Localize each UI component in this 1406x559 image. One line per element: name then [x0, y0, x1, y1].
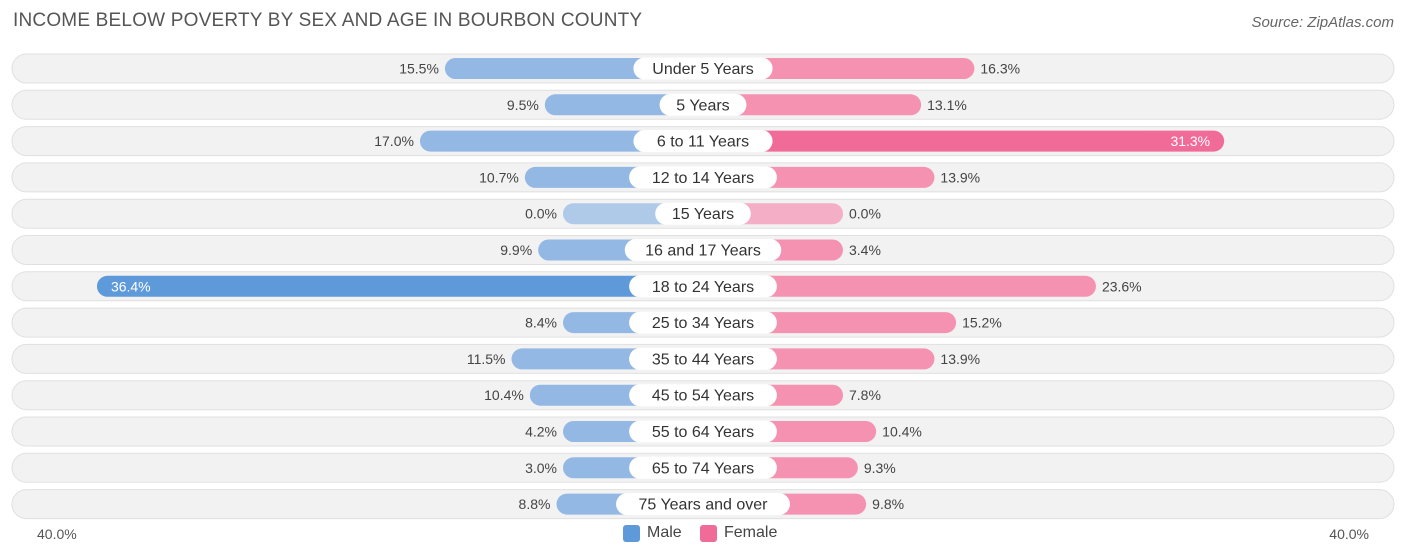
male-value-label: 10.7% — [479, 169, 519, 185]
male-swatch — [623, 524, 640, 542]
male-value-label: 11.5% — [467, 351, 506, 367]
bar-male — [419, 130, 703, 152]
category-label: 6 to 11 Years — [657, 134, 749, 151]
category-label-bg — [633, 130, 773, 153]
category-label-bg — [616, 493, 790, 516]
legend-item-male: Male — [623, 524, 682, 542]
male-value-label: 3.0% — [525, 460, 557, 476]
male-value-label: 17.0% — [374, 133, 414, 149]
category-label: 35 to 44 Years — [652, 351, 754, 368]
category-label: 75 Years and over — [639, 497, 769, 514]
category-label: 16 and 17 Years — [645, 243, 761, 260]
axis-left-label: 40.0% — [37, 526, 77, 542]
category-label-bg — [629, 166, 777, 189]
chart-plot: Under 5 Years 15.5% 16.3% 5 Years 9.5% 13.1% 6… — [11, 53, 1395, 520]
legend-male-label: Male — [647, 524, 682, 541]
female-value-label: 3.4% — [849, 242, 881, 258]
chart-title: INCOME BELOW POVERTY BY SEX AND AGE IN B… — [13, 10, 643, 31]
female-value-label: 13.9% — [940, 351, 980, 367]
source-note: Source: ZipAtlas.com — [1251, 14, 1394, 31]
category-label-bg — [659, 93, 747, 116]
male-value-label: 15.5% — [399, 61, 439, 77]
category-label: 55 to 64 Years — [652, 424, 754, 441]
male-value-label: 4.2% — [525, 424, 557, 440]
category-label-bg — [624, 239, 782, 261]
category-label-bg — [629, 311, 777, 334]
category-label: 5 Years — [676, 97, 729, 114]
category-label-bg — [629, 347, 777, 370]
male-value-label: 9.9% — [500, 242, 532, 258]
female-value-label: 13.9% — [940, 169, 980, 185]
category-label: 45 to 54 Years — [652, 388, 754, 405]
bar-female — [703, 275, 1096, 297]
category-label: 65 to 74 Years — [652, 460, 754, 477]
female-value-label: 13.1% — [927, 97, 967, 113]
category-label: 12 to 14 Years — [652, 170, 754, 187]
female-value-label: 15.2% — [962, 315, 1002, 331]
category-label-bg — [629, 420, 777, 443]
female-value-label: 16.3% — [980, 61, 1020, 77]
category-label-bg — [629, 456, 777, 479]
female-value-label: 31.3% — [1170, 133, 1210, 149]
male-value-label: 8.4% — [525, 315, 557, 331]
male-value-label: 10.4% — [484, 387, 524, 403]
category-label-bg — [633, 57, 773, 80]
legend-female-label: Female — [724, 524, 778, 541]
category-label: 25 to 34 Years — [652, 315, 754, 332]
legend: Male Female — [0, 524, 1406, 546]
male-value-label: 9.5% — [507, 97, 539, 113]
female-value-label: 9.3% — [864, 460, 896, 476]
female-value-label: 7.8% — [849, 387, 881, 403]
male-value-label: 0.0% — [525, 206, 557, 222]
bar-male — [96, 275, 703, 297]
female-value-label: 9.8% — [872, 496, 904, 512]
female-value-label: 10.4% — [882, 424, 922, 440]
female-value-label: 0.0% — [849, 206, 881, 222]
male-value-label: 36.4% — [111, 278, 151, 294]
male-value-label: 8.8% — [519, 496, 551, 512]
category-label: Under 5 Years — [652, 61, 753, 78]
bar-female — [703, 94, 922, 116]
female-value-label: 23.6% — [1102, 278, 1142, 294]
female-swatch — [700, 524, 717, 542]
category-label-bg — [629, 384, 777, 407]
category-label: 18 to 24 Years — [652, 279, 754, 296]
bar-female — [703, 130, 1225, 152]
category-label-bg — [629, 275, 777, 298]
legend-item-female: Female — [700, 524, 777, 542]
axis-right-label: 40.0% — [1329, 526, 1369, 542]
category-label: 15 Years — [672, 206, 734, 223]
category-label-bg — [655, 202, 751, 225]
